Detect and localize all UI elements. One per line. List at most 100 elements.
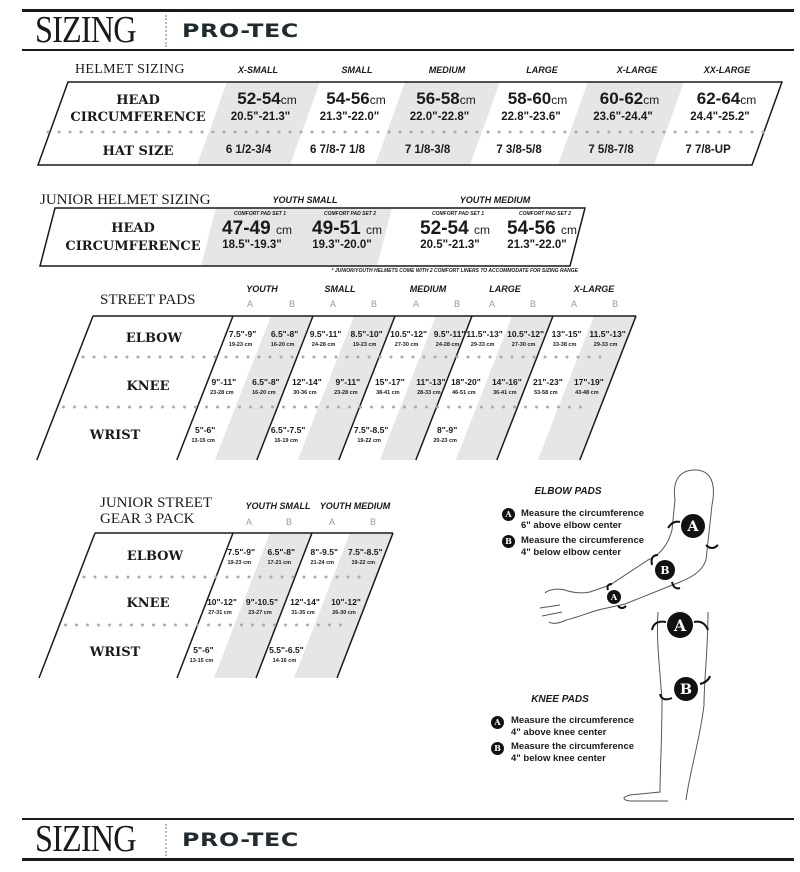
comfort-pad-label: COMFORT PAD SET 2 — [323, 211, 377, 217]
header-top-rule — [22, 9, 794, 12]
row-label-wrist: WRIST — [89, 645, 141, 660]
size-cm: 21-24 cm — [310, 560, 335, 566]
size-cm: 27-30 cm — [511, 342, 536, 348]
column-a-label: A — [412, 299, 420, 309]
size-inches: 9.5"-11" — [433, 329, 466, 339]
size-header: LARGE — [489, 284, 521, 294]
row-label-knee: KNEE — [126, 379, 170, 394]
knee-a-line2: 4" above knee center — [511, 727, 607, 738]
head-inch-value: 19.3"-20.0" — [312, 239, 372, 251]
elbow-b-line2: 4" below elbow center — [521, 547, 622, 558]
size-group-divider — [496, 315, 554, 461]
size-group-divider — [338, 315, 396, 461]
page-title: SIZING — [35, 9, 137, 51]
size-header: YOUTH SMALL — [245, 501, 311, 511]
size-inches: 17"-19" — [573, 377, 604, 387]
shaded-column — [197, 82, 320, 165]
size-header-3: LARGE — [526, 65, 558, 75]
hat-size-value: 6 7/8-7 1/8 — [310, 144, 366, 156]
shaded-b-column — [294, 533, 393, 678]
size-cm: 16-20 cm — [252, 390, 276, 396]
size-cm: 19-23 cm — [227, 560, 252, 566]
group-header-youth-medium: YOUTH MEDIUM — [459, 195, 531, 205]
shaded-b-column — [379, 316, 472, 460]
size-cm: 28-33 cm — [417, 390, 441, 396]
shaded-b-column — [297, 316, 395, 460]
size-inches: 15"-17" — [374, 377, 405, 387]
size-group-divider — [255, 532, 313, 679]
head-inch-value: 23.6"-24.4" — [593, 111, 653, 123]
circumference-label: CIRCUMFERENCE — [70, 110, 206, 125]
size-inches: 18"-20" — [450, 377, 481, 387]
size-inches: 21"-23" — [532, 377, 563, 387]
size-inches: 7.5"-9" — [228, 329, 257, 339]
elbow-a-line2: 6" above elbow center — [521, 520, 622, 531]
illustration-marker-letter: A — [673, 615, 687, 635]
size-inches: 13"-15" — [551, 329, 582, 339]
size-cm: 13-15 cm — [189, 658, 214, 664]
size-cm: 27-30 cm — [394, 342, 419, 348]
row-label-elbow: ELBOW — [125, 331, 183, 346]
elbow-b-line1: Measure the circumference — [521, 535, 645, 546]
size-cm: 13-15 cm — [191, 438, 215, 444]
column-a-label: A — [570, 299, 578, 309]
size-group-divider — [176, 315, 234, 461]
elbow-pads-title: ELBOW PADS — [534, 486, 602, 497]
footer-title: SIZING — [35, 818, 137, 860]
row-label-knee: KNEE — [126, 596, 170, 611]
size-cm: 16-19 cm — [274, 438, 298, 444]
head-inch-value: 22.8"-23.6" — [501, 111, 561, 123]
size-cm: 53-58 cm — [534, 390, 558, 396]
size-cm: 33-38 cm — [552, 342, 577, 348]
head-label: HEAD — [116, 93, 160, 108]
size-inches: 6.5"-8" — [252, 377, 280, 387]
cm-unit: cm — [365, 223, 382, 237]
hat-size-value: 7 7/8-UP — [685, 144, 731, 156]
size-inches: 8"-9.5" — [310, 547, 338, 557]
size-header-1: SMALL — [341, 65, 373, 75]
head-inch-value: 21.3"-22.0" — [319, 111, 380, 123]
size-inches: 6.5"-7.5" — [270, 425, 306, 435]
illustration-marker-letter: B — [660, 563, 670, 577]
head-cm-value: 52-54cm — [237, 89, 296, 109]
size-header: YOUTH — [246, 284, 278, 294]
size-inches: 9.5"-11" — [309, 329, 342, 339]
size-inches: 14"-16" — [491, 377, 522, 387]
head-cm-value: 54-56cm — [326, 89, 385, 109]
hat-size-label: HAT SIZE — [102, 144, 174, 159]
hat-size-value: 7 3/8-5/8 — [496, 144, 542, 156]
cm-unit: cm — [473, 223, 490, 237]
size-inches: 9"-11" — [335, 377, 361, 387]
row-label-elbow: ELBOW — [126, 549, 184, 564]
shaded-b-column — [537, 316, 636, 460]
size-cm: 16-20 cm — [270, 342, 295, 348]
cm-range: 47-49 — [222, 218, 271, 239]
size-group-divider — [176, 532, 234, 679]
size-inches: 5"-6" — [194, 425, 216, 435]
head-cm-value: 52-54 cm — [420, 218, 490, 240]
size-inches: 10"-12" — [207, 597, 237, 607]
cm-unit: cm — [369, 93, 386, 107]
size-inches: 11.5"-13" — [589, 329, 626, 339]
size-inches: 7.5"-8.5" — [348, 547, 383, 557]
elbow-b-instruction: Measure the circumference 4" below elbow … — [521, 535, 644, 559]
shaded-b-column — [214, 316, 313, 460]
size-inches: 11.5"-13" — [466, 329, 503, 339]
size-cm: 29-33 cm — [470, 342, 495, 348]
knee-pads-title: KNEE PADS — [531, 694, 589, 705]
comfort-pad-label: COMFORT PAD SET 2 — [518, 211, 572, 217]
size-cm: 24-28 cm — [311, 342, 336, 348]
size-cm: 19-22 cm — [357, 438, 381, 444]
size-cm: 23-28 cm — [334, 390, 358, 396]
hat-size-value: 6 1/2-3/4 — [225, 144, 272, 156]
head-inch-value: 24.4"-25.2" — [690, 111, 750, 123]
cm-unit: cm — [643, 93, 660, 107]
size-inches: 10"-12" — [331, 597, 361, 607]
table-left-edge — [38, 532, 96, 679]
size-cm: 19-23 cm — [352, 342, 377, 348]
size-header-0: X-SMALL — [238, 65, 278, 75]
helmet-sizing-title: HELMET SIZING — [75, 62, 185, 77]
head-cm-value: 60-62cm — [600, 89, 659, 109]
size-inches: 7.5"-8.5" — [353, 425, 389, 435]
